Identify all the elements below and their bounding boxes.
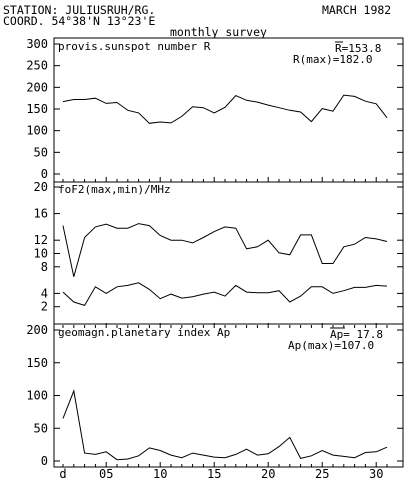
ap-ytick-label: 150 bbox=[26, 356, 48, 370]
ap-series-line-1 bbox=[62, 389, 388, 461]
x-axis-label: 15 bbox=[207, 467, 221, 480]
ap-max-stat: Ap(max)=107.0 bbox=[288, 339, 374, 352]
sunspot-ytick-label: 150 bbox=[26, 102, 48, 116]
x-axis-label: d bbox=[59, 467, 66, 480]
coordinates-label: COORD. 54°38'N 13°23'E bbox=[3, 14, 155, 28]
x-axis-label: 30 bbox=[369, 467, 383, 480]
x-axis-label: 20 bbox=[261, 467, 275, 480]
fof2-ytick-label: 12 bbox=[34, 233, 48, 247]
sunspot-ytick-label: 300 bbox=[26, 37, 48, 51]
fof2-ytick-label: 4 bbox=[41, 286, 48, 300]
fof2-title: foF2(max,min)/MHz bbox=[58, 183, 171, 196]
x-axis-label: 10 bbox=[153, 467, 167, 480]
sunspot-ytick-label: 250 bbox=[26, 59, 48, 73]
fof2-ytick-label: 8 bbox=[41, 260, 48, 274]
ap-ytick-label: 200 bbox=[26, 323, 48, 337]
sunspot-ytick-label: 50 bbox=[34, 145, 48, 159]
sunspot-series-line-1 bbox=[62, 94, 388, 124]
period-label: MARCH 1982 bbox=[322, 3, 391, 17]
fof2-ytick-label: 16 bbox=[34, 207, 48, 221]
sunspot-max-stat: R(max)=182.0 bbox=[293, 53, 372, 66]
fof2-ytick-label: 10 bbox=[34, 247, 48, 261]
sunspot-title: provis.sunspot number R bbox=[58, 40, 211, 53]
sunspot-mean-stat: R=153.8 bbox=[335, 42, 381, 55]
sunspot-ytick-label: 200 bbox=[26, 80, 48, 94]
x-axis-label: 05 bbox=[99, 467, 113, 480]
fof2-series-line-1 bbox=[62, 223, 388, 277]
station-label: STATION: JULIUSRUH/RG. bbox=[3, 3, 155, 17]
ap-ytick-label: 0 bbox=[41, 454, 48, 468]
ap-ytick-label: 100 bbox=[26, 389, 48, 403]
x-axis-label: 25 bbox=[315, 467, 329, 480]
fof2-series-line-2 bbox=[62, 282, 388, 306]
survey-subtitle: monthly survey bbox=[170, 25, 267, 39]
ap-ytick-label: 50 bbox=[34, 421, 48, 435]
sunspot-ytick-label: 100 bbox=[26, 124, 48, 138]
fof2-ytick-label: 2 bbox=[41, 300, 48, 314]
fof2-ytick-label: 20 bbox=[34, 180, 48, 194]
sunspot-ytick-label: 0 bbox=[41, 167, 48, 181]
ap-title: geomagn.planetary index Ap bbox=[58, 326, 230, 339]
fof2-panel-frame bbox=[53, 181, 404, 325]
ap-mean-stat: Ap= 17.8 bbox=[330, 328, 383, 341]
